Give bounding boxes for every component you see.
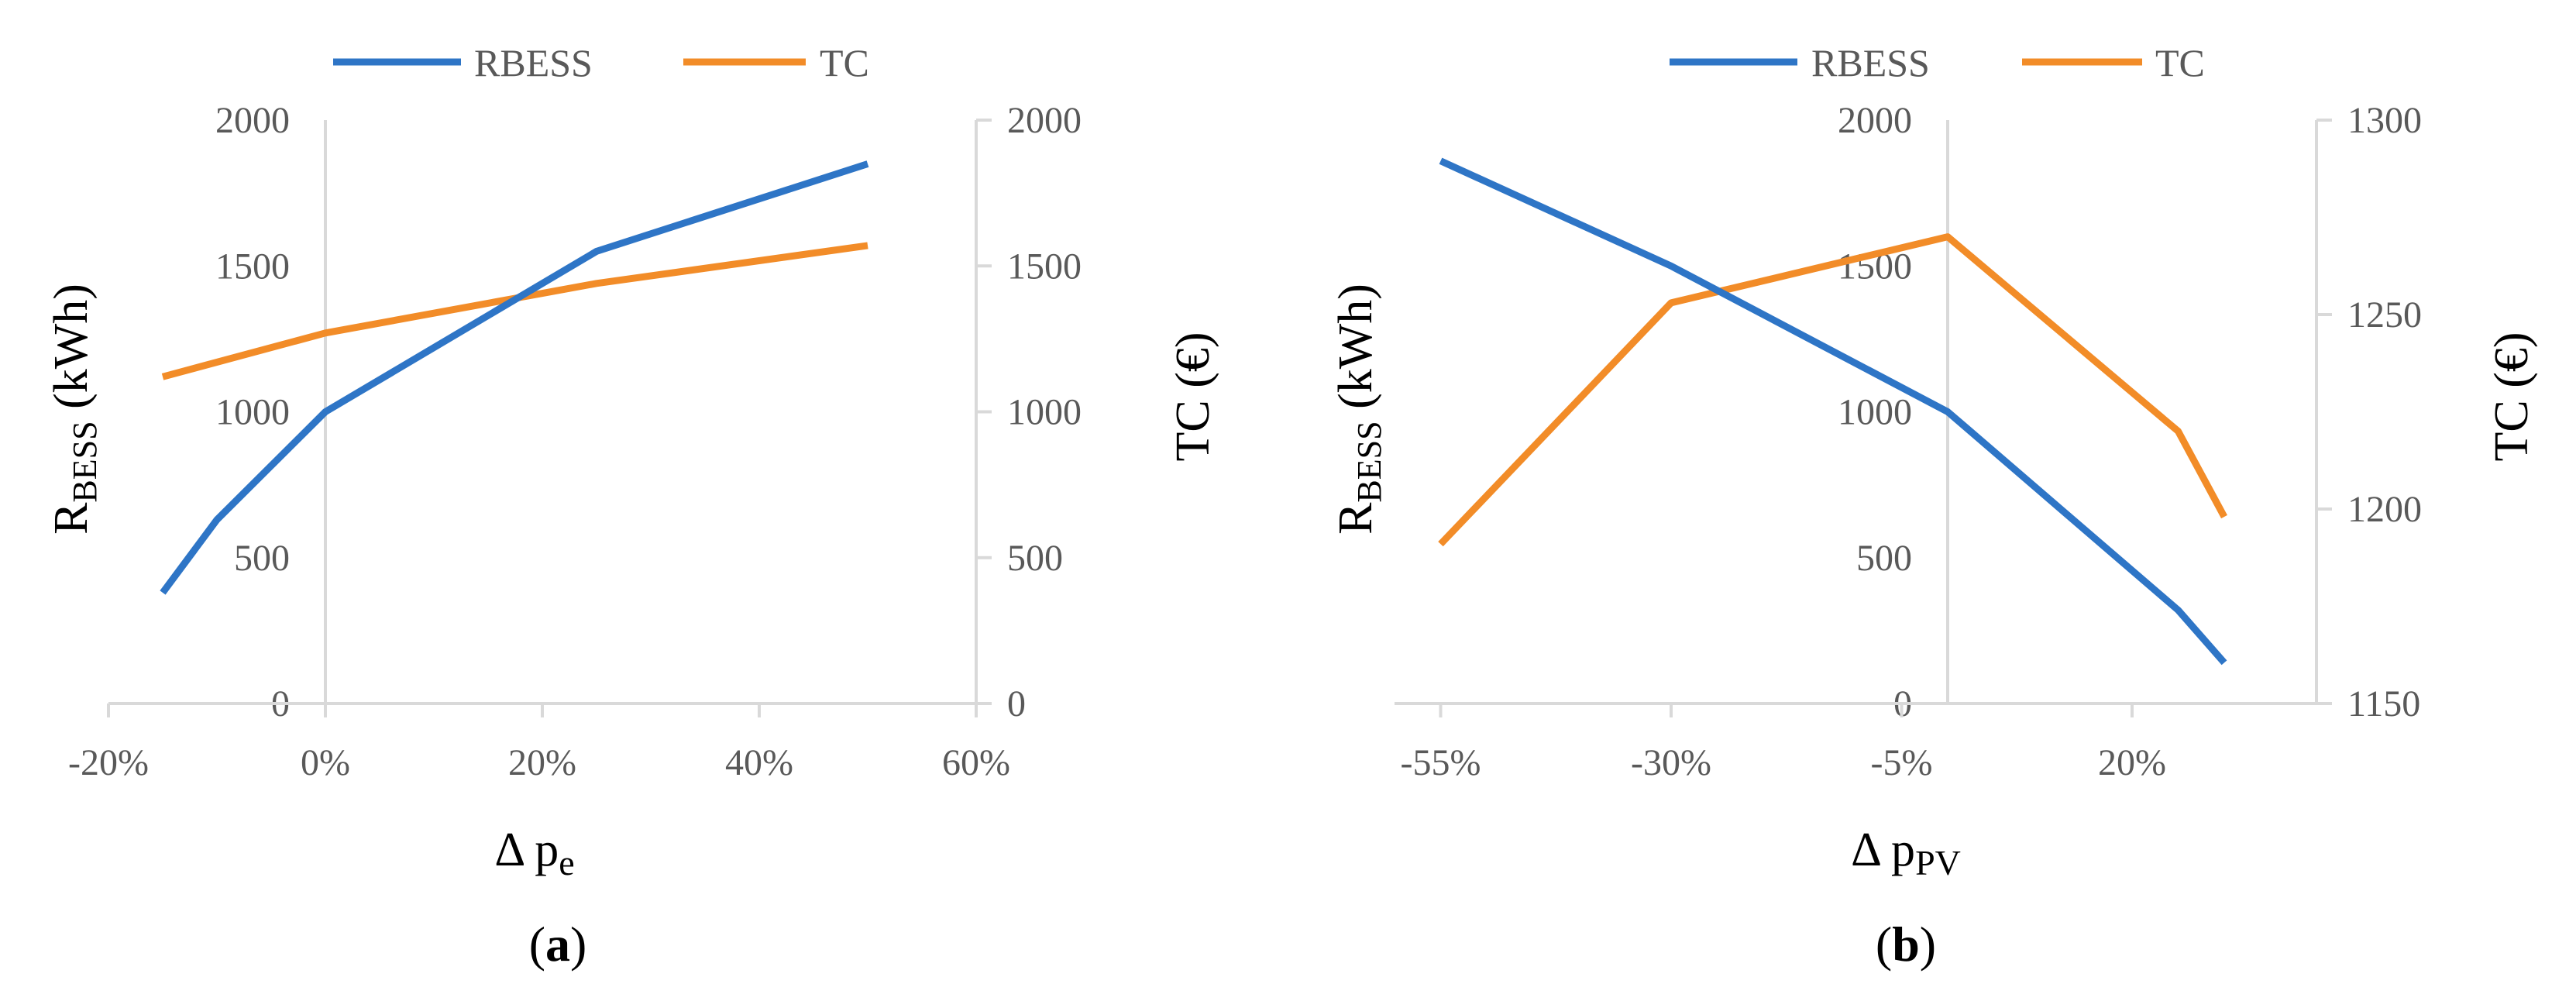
panel-a-x-tick-label: 0% — [301, 742, 350, 783]
panel-a-caption: (a) — [529, 917, 587, 972]
panel-a-legend: RBESS TC — [333, 41, 869, 84]
panel-a-x-tick-label: -20% — [68, 742, 149, 783]
panel-b-legend: RBESS TC — [1670, 41, 2205, 84]
panel-b-y-right-tick-label: 1150 — [2347, 683, 2420, 724]
panel-a-x-tick-label: 60% — [942, 742, 1010, 783]
panel-b-legend-rbess-label: RBESS — [1811, 41, 1930, 84]
panel-a-y-left-tick-label: 500 — [234, 538, 290, 579]
panel-a-y-left-tick-label: 2000 — [215, 100, 290, 141]
panel-a-x-tick-label: 40% — [725, 742, 793, 783]
panel-a-y-right-tick-label: 500 — [1007, 538, 1063, 579]
panel-b-x-tick-label: -5% — [1871, 742, 1933, 783]
panel-b-y-right-ticks: 1150 1200 1250 1300 — [2316, 100, 2422, 724]
panel-b-rbess-line — [1439, 157, 2227, 666]
panel-b-tc-line — [1438, 233, 2227, 547]
panel-b-y-right-tick-label: 1200 — [2347, 489, 2422, 530]
panel-a-rbess-line — [160, 160, 869, 595]
panel-b-x-tick-label: -30% — [1631, 742, 1711, 783]
panel-a-x-tick-label: 20% — [508, 742, 576, 783]
panel-a-y-right-ticks: 0 500 1000 1500 2000 — [976, 100, 1082, 724]
panel-a-y-left-tick-label: 1500 — [215, 246, 290, 287]
panel-b-x-ticks: -55% -30% -5% 20% — [1401, 704, 2166, 783]
panel-a-x-title: Δ pe — [494, 824, 574, 882]
panel-b-y-right-tick-label: 1250 — [2347, 294, 2422, 335]
panel-a-x-ticks: -20% 0% 20% 40% 60% — [68, 704, 1010, 783]
panel-b-x-title: Δ pPV — [1851, 824, 1961, 882]
panel-a-legend-rbess-label: RBESS — [474, 41, 593, 84]
panel-a-legend-tc-label: TC — [820, 41, 869, 84]
panel-b-y-left-tick-label: 500 — [1856, 538, 1912, 579]
panel-a: RBESS TC 0 500 1000 1500 2000 0 500 1000 1500 20… — [45, 41, 1219, 972]
panel-b-caption: (b) — [1876, 917, 1936, 972]
panel-a-y-left-tick-label: 1000 — [215, 392, 290, 433]
panel-a-y-right-tick-label: 0 — [1007, 683, 1026, 724]
panel-b-legend-tc-label: TC — [2155, 41, 2205, 84]
panel-b-y-left-tick-label: 2000 — [1838, 100, 1912, 141]
panel-a-y-right-tick-label: 2000 — [1007, 100, 1082, 141]
panel-b-y-right-title: TC (€) — [2485, 332, 2538, 461]
panel-b-x-tick-label: 20% — [2098, 742, 2166, 783]
panel-a-y-right-tick-label: 1000 — [1007, 392, 1082, 433]
panel-a-y-right-title: TC (€) — [1167, 332, 1219, 461]
panel-a-tc-line — [161, 242, 868, 380]
panel-b-y-right-tick-label: 1300 — [2347, 100, 2422, 141]
panel-b-x-tick-label: -55% — [1401, 742, 1481, 783]
panel-a-y-right-tick-label: 1500 — [1007, 246, 1082, 287]
panel-a-y-left-title: RBESS (kWh) — [45, 284, 104, 535]
panel-b-y-left-tick-label: 1000 — [1838, 392, 1912, 433]
panel-b-y-left-title: RBESS (kWh) — [1329, 284, 1388, 535]
